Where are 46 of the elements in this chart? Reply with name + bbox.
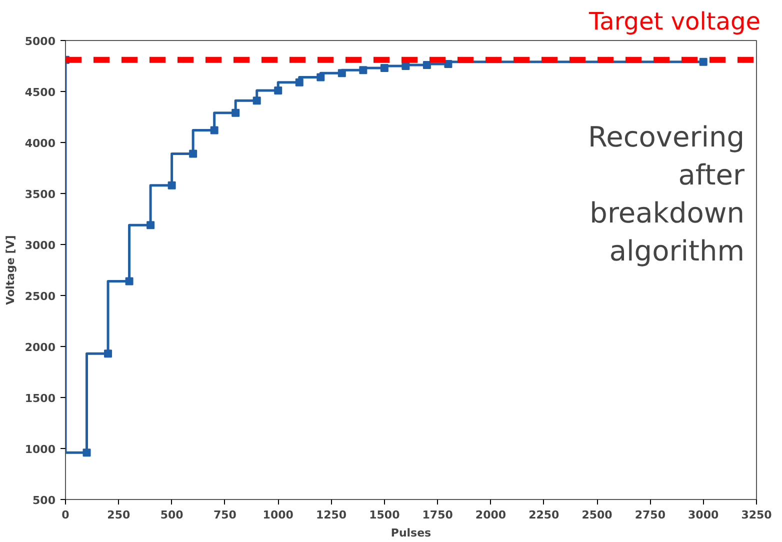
x-tick-label: 500	[160, 508, 184, 522]
point	[210, 126, 218, 134]
x-tick-label: 2000	[475, 508, 506, 522]
point	[316, 73, 325, 82]
x-tick-label: 1750	[422, 508, 454, 522]
y-tick-label: 3000	[24, 239, 56, 252]
y-axis-title: Voltage [V]	[4, 235, 17, 305]
point	[444, 60, 452, 68]
x-axis-title: Pulses	[390, 526, 432, 540]
x-tick-label: 1500	[369, 508, 400, 522]
y-tick-label: 5000	[24, 35, 56, 48]
point	[125, 277, 134, 286]
x-tick-label: 1000	[262, 508, 294, 522]
y-tick-label: 2000	[24, 341, 56, 354]
point	[380, 64, 388, 72]
point	[189, 150, 198, 158]
point	[146, 221, 155, 230]
point	[338, 69, 346, 78]
point	[104, 350, 112, 358]
annotation: Recovering after breakdown algorithm	[588, 120, 745, 268]
point	[422, 60, 431, 69]
x-tick-label: 0	[62, 508, 70, 522]
x-tick-label: 750	[213, 508, 237, 522]
y-tick-label: 1000	[24, 443, 56, 456]
point	[699, 58, 708, 66]
ref-line-label: Target voltage	[588, 8, 761, 36]
point	[252, 96, 261, 105]
point	[359, 66, 368, 74]
x-tick-label: 2750	[634, 508, 666, 522]
point	[232, 108, 240, 117]
point	[295, 78, 304, 86]
y-tick-label: 3500	[24, 188, 56, 201]
y-tick-label: 4500	[24, 86, 56, 99]
point	[82, 448, 91, 457]
x-tick-label: 2500	[582, 508, 613, 522]
point	[168, 181, 176, 190]
y-tick-label: 500	[32, 494, 56, 507]
x-tick-label: 3000	[688, 508, 719, 522]
x-tick-label: 250	[107, 508, 130, 522]
x-tick-label: 3250	[741, 508, 772, 522]
x-tick-label: 1250	[316, 508, 347, 522]
y-tick-label: 4000	[24, 137, 56, 150]
y-tick-label: 2500	[24, 290, 56, 303]
y-tick-label: 1500	[24, 392, 56, 405]
point	[274, 86, 282, 94]
x-tick-label: 2250	[528, 508, 560, 522]
